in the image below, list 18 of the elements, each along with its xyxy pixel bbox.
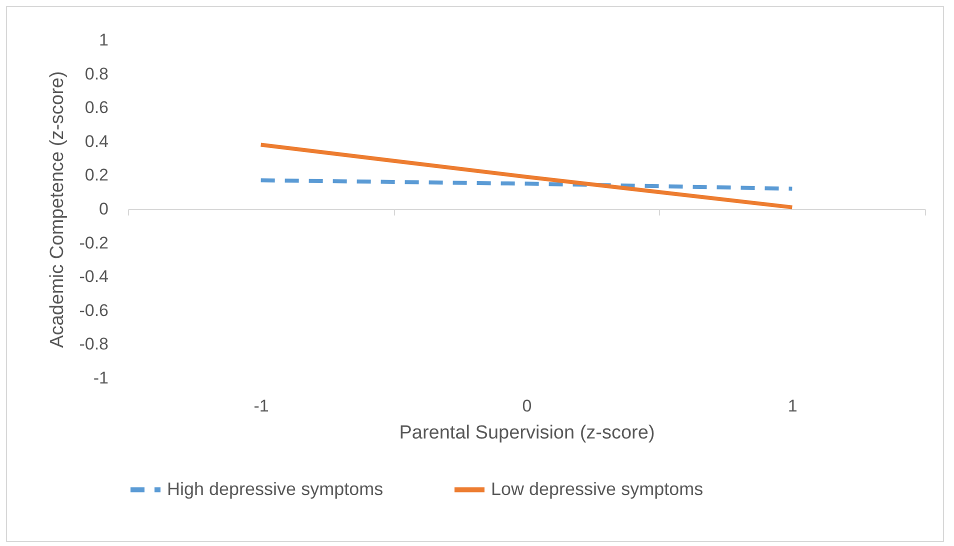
y-tick-label: -0.6 [79, 300, 108, 320]
y-tick-label: -0.8 [79, 334, 108, 354]
x-tick-label: 1 [788, 396, 798, 416]
y-tick-label: 0.2 [84, 166, 108, 185]
x-tick-label: -1 [254, 396, 269, 416]
y-tick-label: -0.2 [79, 233, 108, 252]
x-tick-label: 0 [522, 396, 532, 416]
y-tick-label: -0.4 [79, 267, 108, 286]
legend-label: Low depressive symptoms [491, 478, 704, 499]
legend-label: High depressive symptoms [167, 478, 384, 499]
y-tick-label: 1 [99, 30, 108, 50]
y-tick-label: 0.4 [84, 132, 108, 151]
y-tick-label: 0 [99, 200, 108, 218]
y-tick-label: 0.8 [84, 64, 108, 84]
y-tick-label: 0.6 [84, 98, 108, 118]
y-axis-title: Academic Competence (z-score) [47, 71, 68, 348]
x-axis-title: Parental Supervision (z-score) [399, 422, 655, 444]
y-tick-label: -1 [93, 368, 108, 388]
